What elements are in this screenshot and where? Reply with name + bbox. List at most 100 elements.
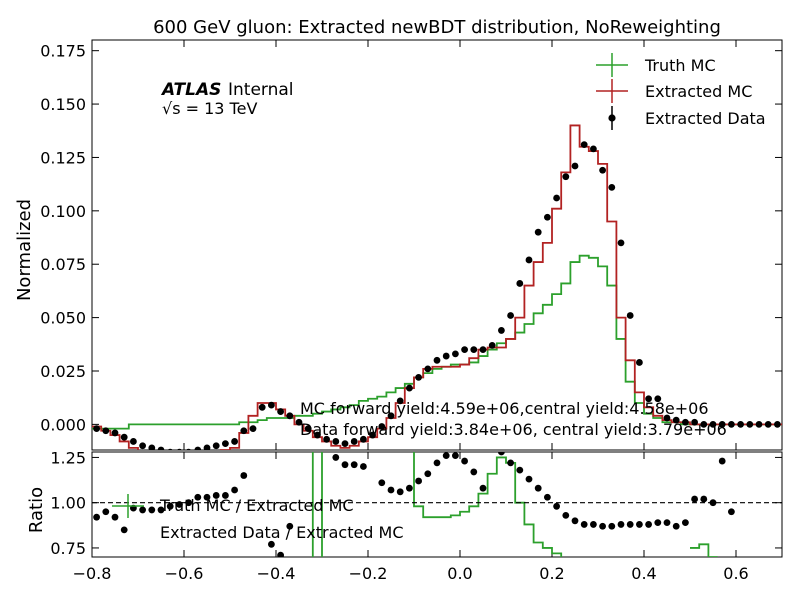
main-y-tick-label: 0.050 xyxy=(40,309,86,328)
legend-extracted-data-marker xyxy=(608,114,616,122)
ratio-data-point xyxy=(139,506,147,514)
ratio-data-point xyxy=(350,461,358,469)
x-tick-label: 0.2 xyxy=(539,564,564,583)
main-y-tick-label: 0.100 xyxy=(40,202,86,221)
main-data-point xyxy=(185,448,192,450)
x-tick-label: −0.6 xyxy=(165,564,204,583)
main-series-2 xyxy=(93,141,781,450)
main-y-tick-label: 0.025 xyxy=(40,362,86,381)
ratio-data-point xyxy=(341,461,349,469)
ratio-y-axis-label: Ratio xyxy=(26,487,47,533)
legend-truth-mc-label: Truth MC xyxy=(644,56,716,75)
ratio-data-point xyxy=(718,457,726,465)
main-data-point xyxy=(194,446,202,450)
main-data-point xyxy=(341,440,349,447)
main-data-point xyxy=(286,412,294,420)
main-data-point xyxy=(222,440,229,447)
main-data-point xyxy=(424,365,432,373)
x-tick-label: 0.0 xyxy=(447,564,472,583)
main-data-point xyxy=(433,356,441,364)
main-data-point xyxy=(277,408,284,415)
main-data-point xyxy=(249,425,257,433)
main-data-point xyxy=(212,442,220,450)
main-series-layer xyxy=(92,124,782,450)
ratio-series-1 xyxy=(93,443,735,557)
main-data-point xyxy=(507,312,514,319)
ratio-data-point xyxy=(222,492,229,499)
main-data-point xyxy=(231,438,239,445)
x-tick-label: −0.2 xyxy=(349,564,388,583)
ratio-step-line xyxy=(311,452,718,557)
main-y-axis-label: Normalized xyxy=(14,199,35,301)
ratio-ticks: 0.75 1.00 1.25 −0.8 −0.6 −0.4 −0.2 0.0 0.2 0.4 0.6 xyxy=(50,448,782,583)
main-data-point xyxy=(369,431,376,439)
ratio-y-tick-label: 0.75 xyxy=(50,539,86,558)
main-y-tick-label: 0.075 xyxy=(40,255,86,274)
ratio-data-point xyxy=(212,492,220,499)
ratio-legend-truth-label: Truth MC / Extracted MC xyxy=(159,496,354,515)
legend-extracted-mc-label: Extracted MC xyxy=(645,82,752,101)
ratio-data-point xyxy=(194,493,202,501)
internal-label: Internal xyxy=(228,80,294,100)
data-yield-annotation: Data forward yield:3.84e+06, central yie… xyxy=(300,420,727,439)
ratio-y-tick-label: 1.00 xyxy=(50,494,86,513)
ratio-data-point xyxy=(268,540,275,548)
main-data-point xyxy=(350,438,358,445)
ratio-data-point xyxy=(636,521,643,528)
ratio-data-point xyxy=(571,517,579,525)
ratio-data-point xyxy=(682,519,689,527)
main-data-point xyxy=(167,448,173,450)
main-data-point xyxy=(516,280,524,287)
ratio-data-point xyxy=(525,475,533,483)
chart-title: 600 GeV gluon: Extracted newBDT distribu… xyxy=(153,17,721,38)
main-data-point xyxy=(148,444,156,450)
main-data-point xyxy=(111,429,119,437)
main-y-tick-label: 0.175 xyxy=(40,42,86,61)
main-data-point xyxy=(525,256,533,264)
main-data-point xyxy=(203,444,211,450)
main-data-point xyxy=(737,420,744,428)
main-data-point xyxy=(544,213,551,221)
ratio-data-point xyxy=(360,463,367,470)
x-tick-label: 0.6 xyxy=(723,564,748,583)
main-data-point xyxy=(130,438,137,445)
ratio-data-point xyxy=(645,521,652,528)
ratio-data-point xyxy=(102,508,110,516)
main-data-point xyxy=(580,141,588,149)
ratio-data-point xyxy=(617,521,625,528)
ratio-data-point xyxy=(590,521,597,528)
main-data-point xyxy=(360,435,367,443)
legend: Truth MC Extracted MC Extracted Data xyxy=(596,53,766,130)
main-data-point xyxy=(700,420,708,428)
ratio-series-layer xyxy=(93,443,735,557)
main-data-point xyxy=(608,183,616,191)
ratio-data-point xyxy=(148,506,156,514)
ratio-data-point xyxy=(433,459,441,467)
main-data-point xyxy=(314,431,321,439)
main-data-point xyxy=(479,346,487,354)
ratio-data-point xyxy=(516,466,524,474)
main-y-tick-label: 0.150 xyxy=(40,95,86,114)
ratio-legend: Truth MC / Extracted MC Extracted Data /… xyxy=(112,494,404,542)
ratio-data-point xyxy=(470,468,478,476)
main-data-point xyxy=(718,420,726,428)
ratio-data-point xyxy=(442,452,450,460)
main-data-point xyxy=(387,412,395,420)
ratio-data-point xyxy=(553,502,560,510)
main-data-point xyxy=(268,401,275,409)
ratio-data-point xyxy=(479,484,487,492)
ratio-data-point xyxy=(608,522,616,530)
ratio-data-point xyxy=(663,519,671,527)
ratio-data-point xyxy=(406,484,413,492)
main-data-point xyxy=(442,352,450,360)
main-data-point xyxy=(709,420,717,428)
ratio-data-point xyxy=(599,522,606,530)
ratio-series-0 xyxy=(311,452,718,557)
ratio-data-point xyxy=(691,495,698,503)
main-data-point xyxy=(599,166,606,174)
main-data-point xyxy=(157,446,165,450)
ratio-data-point xyxy=(489,443,496,450)
main-data-point xyxy=(636,359,643,366)
ratio-data-point xyxy=(332,454,340,461)
